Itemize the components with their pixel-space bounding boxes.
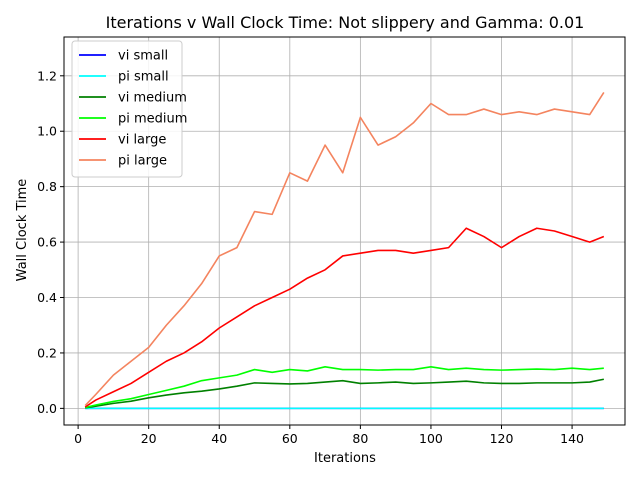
y-tick-label: 0.8 [37, 179, 57, 194]
y-tick-label: 0.6 [37, 235, 57, 250]
x-tick-label: 140 [560, 431, 584, 446]
x-axis-label: Iterations [314, 451, 376, 466]
legend-label: vi small [118, 49, 168, 64]
y-tick-label: 1.0 [37, 124, 57, 139]
legend-label: pi small [118, 70, 169, 85]
y-tick-label: 1.2 [37, 68, 57, 83]
ticks-layer: 0 20 40 60 80 100 120 140 0.0 0.2 0.4 0.6 0.8 1.0 1.2 [37, 68, 584, 446]
series-layer [84, 92, 605, 410]
series-line-pi-large [84, 92, 605, 407]
x-tick-label: 20 [141, 431, 157, 446]
legend: vi small pi small vi medium pi medium vi lar… [71, 40, 187, 178]
x-tick-label: 80 [352, 431, 368, 446]
x-tick-label: 100 [419, 431, 443, 446]
legend-label: vi medium [118, 91, 187, 106]
y-axis-label: Wall Clock Time [15, 179, 30, 282]
x-tick-label: 0 [74, 431, 82, 446]
x-tick-label: 60 [282, 431, 298, 446]
chart-title: Iterations v Wall Clock Time: Not slippe… [106, 13, 585, 32]
x-tick-label: 120 [490, 431, 514, 446]
legend-label: pi large [118, 154, 167, 169]
x-tick-label: 40 [211, 431, 227, 446]
y-tick-label: 0.0 [37, 401, 57, 416]
y-tick-label: 0.2 [37, 345, 57, 360]
legend-label: pi medium [118, 112, 187, 127]
series-line-vi-large [84, 227, 605, 408]
legend-box [71, 40, 183, 178]
legend-label: vi large [118, 133, 166, 148]
series-line-pi-medium [84, 365, 604, 409]
series-line-vi-medium [85, 378, 604, 409]
y-tick-label: 0.4 [37, 290, 57, 305]
plot-frame [63, 36, 626, 426]
